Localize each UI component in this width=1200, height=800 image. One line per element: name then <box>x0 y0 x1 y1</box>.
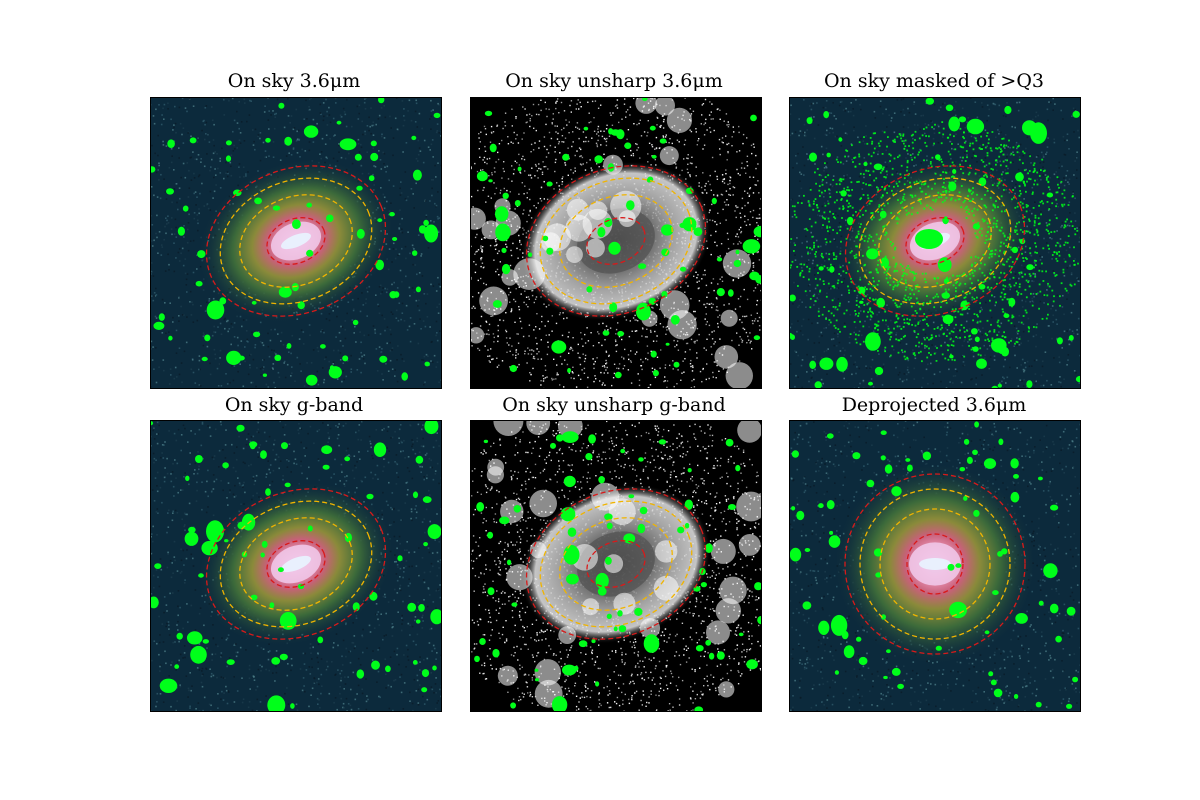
panel-title: Deprojected 3.6μm <box>841 394 1027 416</box>
panel-title: On sky 3.6μm <box>227 70 361 92</box>
panel-title: On sky unsharp 3.6μm <box>505 70 723 92</box>
image-panel-unsharp-gband <box>470 420 762 712</box>
image-panel-onsky-36um <box>150 97 442 389</box>
galaxy-image <box>470 420 762 712</box>
galaxy-image <box>789 420 1081 712</box>
galaxy-image <box>150 97 442 389</box>
galaxy-image <box>470 97 762 389</box>
panel-title: On sky g-band <box>224 394 364 416</box>
image-panel-deprojected-36um <box>789 420 1081 712</box>
panel-title: On sky unsharp g-band <box>502 394 726 416</box>
panel-title: On sky masked of >Q3 <box>823 70 1045 92</box>
image-panel-masked-q3 <box>789 97 1081 389</box>
galaxy-image <box>150 420 442 712</box>
galaxy-image <box>789 97 1081 389</box>
image-panel-onsky-gband <box>150 420 442 712</box>
image-panel-unsharp-36um <box>470 97 762 389</box>
